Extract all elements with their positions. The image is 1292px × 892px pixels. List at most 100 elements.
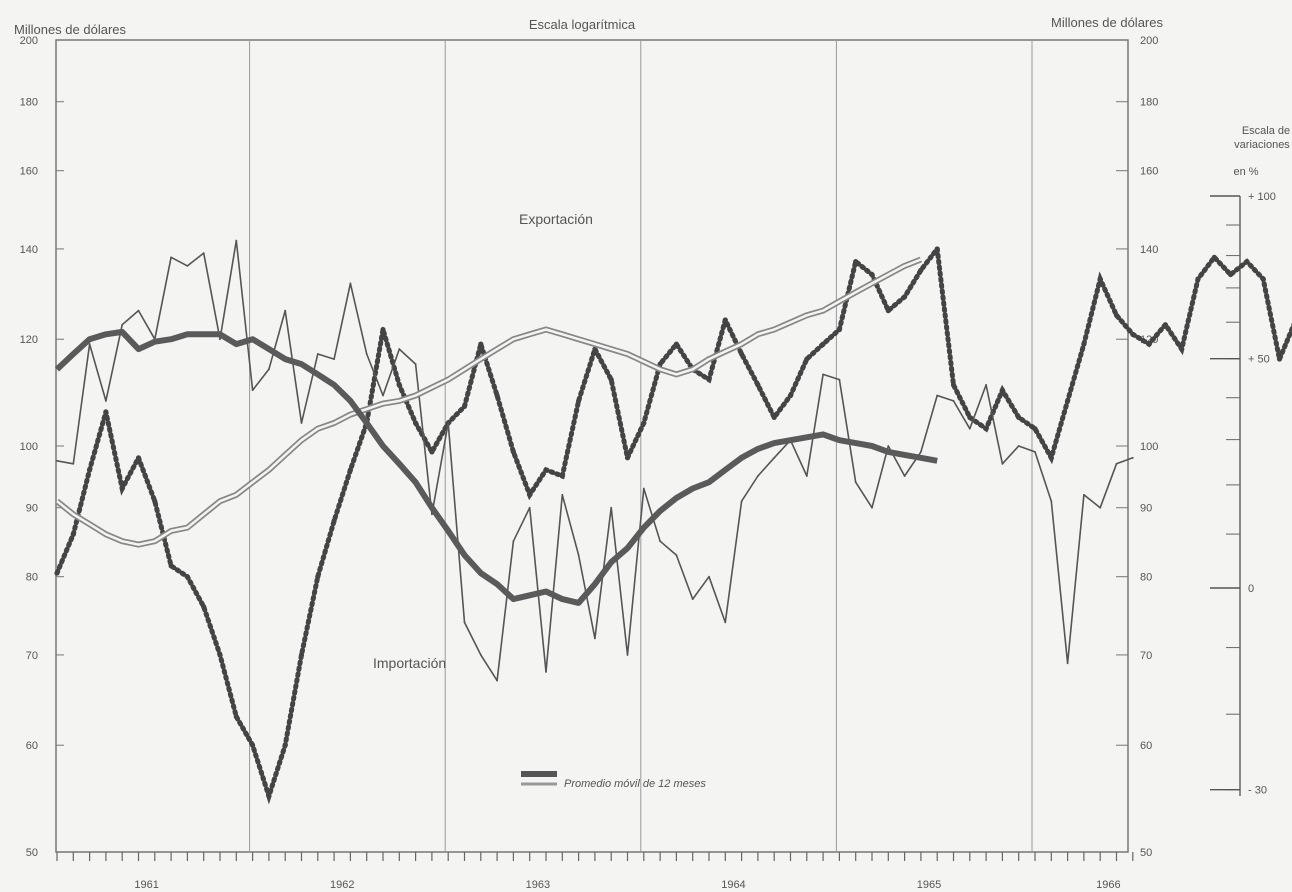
exportacion-point [543,467,549,473]
importacion-point [382,394,384,397]
legend-swatch-importacion-average [521,771,557,777]
exportacion-point [87,467,93,473]
importacion-point [968,427,971,430]
right-tick-label: 140 [1140,244,1158,256]
importacion-point [577,554,580,557]
importacion-point [479,654,482,656]
exportacion-point [331,518,337,524]
exportacion-point [1228,271,1234,278]
importacion-point [642,487,645,490]
exportacion-point [429,449,435,455]
importacion-point [675,554,678,557]
importacion-point [170,256,173,259]
exportacion-point [967,414,973,421]
exportacion-point [918,267,924,273]
exportacion-point [559,473,565,479]
exportacion-point [576,398,582,404]
exportacion-point [1065,398,1071,404]
exportacion-point [1113,312,1120,318]
right-tick-label: 80 [1140,572,1152,584]
exportacion-point [347,467,353,473]
exportacion-point [804,356,810,362]
exportacion-point [217,652,223,658]
percent-scale-label-2: variaciones [1234,139,1290,151]
importacion-label: Importación [373,655,446,671]
exportacion-point [1276,356,1283,362]
percent-tick-label: 0 [1248,583,1254,595]
importacion-point [626,654,629,656]
exportacion-point [70,531,76,537]
left-axis-title: Millones de dólares [14,22,127,37]
year-label-1963: 1963 [526,879,550,891]
exportacion-point [836,326,843,333]
series-2 [55,256,922,548]
importacion-point [903,475,906,477]
left-tick-label: 180 [20,97,38,109]
exportacion-point [1162,322,1168,328]
exportacion-point [168,563,174,569]
percent-scale: Escala de variaciones en % + 100 + 50 0 - 3… [1210,125,1290,797]
importacion-point [186,264,189,267]
exportacion-point [266,793,272,799]
importacion-point [496,679,498,682]
importacion-point [740,500,743,503]
exportacion-point [755,382,761,388]
exportacion-point [1179,346,1185,352]
percent-tick-label: - 30 [1248,785,1267,797]
importacion-point [333,358,335,360]
exportacion-point [902,294,908,300]
exportacion-point [1244,259,1250,265]
importacion-point [920,450,922,453]
importacion-point [1017,445,1020,447]
left-tick-label: 50 [26,847,38,859]
left-tick-label: 140 [20,244,38,256]
exportacion-point [771,414,777,421]
exportacion-point [152,498,158,504]
left-tick-label: 90 [26,503,38,515]
importacion-point [1131,456,1134,459]
importacion-point [773,456,776,459]
series-1 [56,239,1134,682]
right-tick-label: 50 [1140,847,1152,859]
series-layer [54,239,1292,805]
exportacion-point [1146,341,1152,347]
exportacion-point [1130,331,1136,337]
exportacion-line [54,242,1292,805]
importacion-point [316,353,319,355]
importacion-point [365,353,368,355]
series-3 [54,328,938,606]
importacion-point [284,309,287,312]
importacion-point [854,481,857,484]
right-axis-title: Millones de dólares [1051,15,1164,30]
exportacion-point [1016,414,1022,421]
exportacion-point [608,377,614,383]
exportacion-point [999,387,1006,393]
x-axis: 1961 1962 1963 1964 1965 1966 [56,852,1134,891]
chart-title: Escala logarítmica [529,17,636,32]
year-label-1964: 1964 [721,879,745,891]
year-label-1961: 1961 [134,879,158,891]
importacion-point [219,338,221,341]
importacion-point [887,445,890,447]
importacion-point [528,506,531,509]
percent-scale-label-1: Escala de [1242,125,1290,137]
importacion-point [137,309,140,312]
importacion-point [235,239,238,242]
right-tick-label: 200 [1140,35,1158,47]
exportacion-point [510,449,516,455]
right-tick-label: 90 [1140,503,1152,515]
exportacion-point [934,246,940,252]
exportacion-point [184,574,190,580]
importacion-point [708,575,710,578]
importacion-point [691,598,694,600]
exportacion-point [413,420,419,426]
exportacion-point [250,742,256,748]
exportacion-point [380,326,386,333]
exportacion-point [233,714,239,720]
importacion-point [105,400,107,402]
exportacion-point [1195,276,1201,282]
importacion-point [1066,662,1069,665]
exportacion-average-line-inner [56,258,922,546]
